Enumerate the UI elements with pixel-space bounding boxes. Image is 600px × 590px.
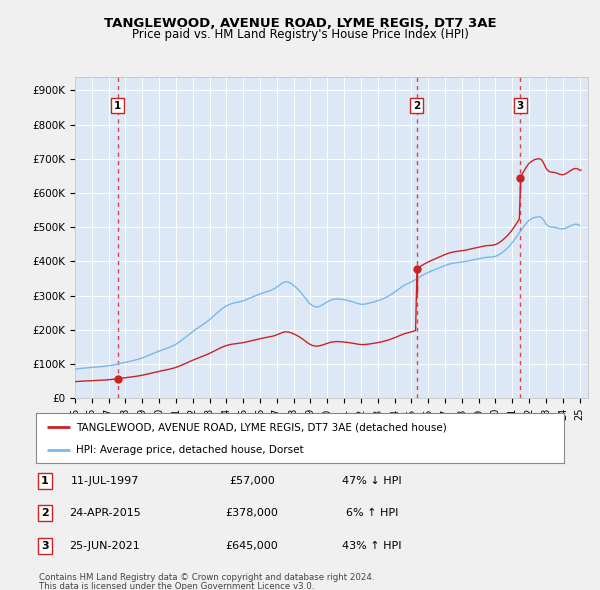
Text: 1: 1 [114,101,121,111]
Text: 25-JUN-2021: 25-JUN-2021 [70,541,140,550]
Text: 47% ↓ HPI: 47% ↓ HPI [342,476,402,486]
Text: 43% ↑ HPI: 43% ↑ HPI [342,541,402,550]
Text: HPI: Average price, detached house, Dorset: HPI: Average price, detached house, Dors… [76,445,303,455]
Text: 1: 1 [41,476,49,486]
Text: Contains HM Land Registry data © Crown copyright and database right 2024.: Contains HM Land Registry data © Crown c… [39,573,374,582]
Text: £57,000: £57,000 [229,476,275,486]
Text: 24-APR-2015: 24-APR-2015 [69,509,141,518]
Text: TANGLEWOOD, AVENUE ROAD, LYME REGIS, DT7 3AE (detached house): TANGLEWOOD, AVENUE ROAD, LYME REGIS, DT7… [76,422,446,432]
Text: TANGLEWOOD, AVENUE ROAD, LYME REGIS, DT7 3AE: TANGLEWOOD, AVENUE ROAD, LYME REGIS, DT7… [104,17,496,30]
Text: £378,000: £378,000 [226,509,278,518]
Text: £645,000: £645,000 [226,541,278,550]
Text: 2: 2 [41,509,49,518]
Text: Price paid vs. HM Land Registry's House Price Index (HPI): Price paid vs. HM Land Registry's House … [131,28,469,41]
Text: 2: 2 [413,101,420,111]
Text: This data is licensed under the Open Government Licence v3.0.: This data is licensed under the Open Gov… [39,582,314,590]
Text: 3: 3 [41,541,49,550]
Text: 6% ↑ HPI: 6% ↑ HPI [346,509,398,518]
Text: 3: 3 [517,101,524,111]
Text: 11-JUL-1997: 11-JUL-1997 [71,476,139,486]
